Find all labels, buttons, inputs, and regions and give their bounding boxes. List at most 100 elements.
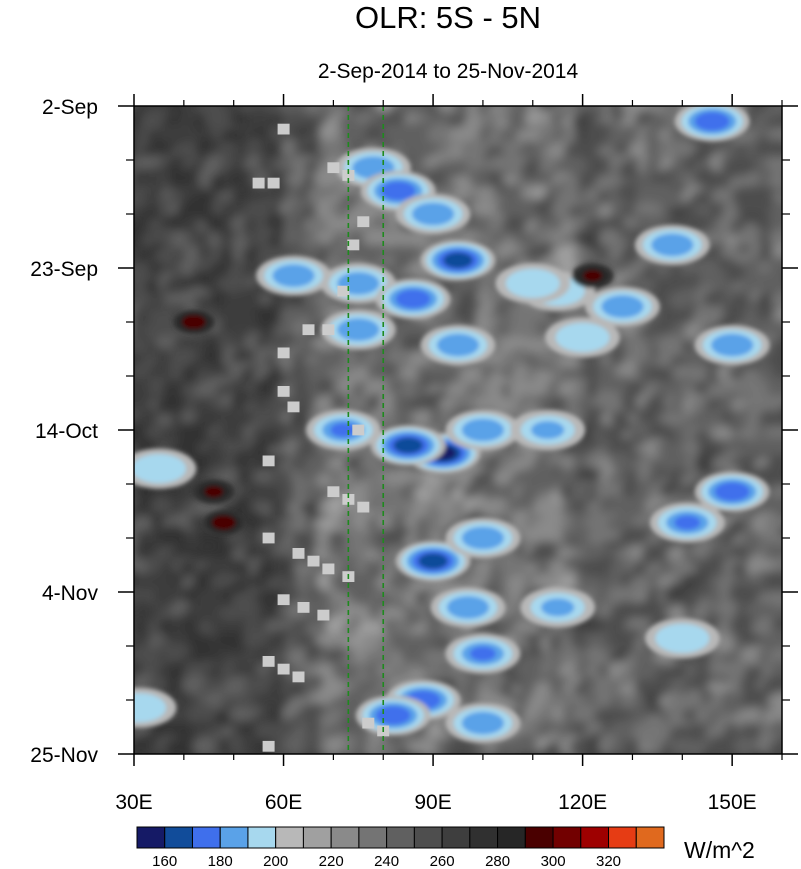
missing-data-cell bbox=[327, 162, 340, 174]
x-tick-label: 60E bbox=[265, 791, 302, 814]
contour-band bbox=[420, 207, 447, 221]
missing-data-cell bbox=[297, 602, 310, 613]
background-blob bbox=[153, 246, 184, 266]
contour-band bbox=[330, 423, 357, 437]
background-blob bbox=[766, 485, 782, 499]
low-olr-feature bbox=[495, 263, 571, 304]
background-blob bbox=[766, 116, 782, 130]
colorbar-swatch bbox=[164, 826, 193, 849]
colorbar-swatch bbox=[247, 826, 277, 849]
missing-data-cell bbox=[357, 501, 370, 513]
background-blob bbox=[765, 628, 782, 651]
missing-data-cell bbox=[347, 239, 360, 251]
background-blob bbox=[706, 680, 728, 696]
missing-data-layer bbox=[252, 123, 390, 752]
background-blob bbox=[315, 663, 338, 680]
background-blob bbox=[254, 543, 277, 558]
chart-title: OLR: 5S - 5N bbox=[355, 0, 541, 35]
contour-band bbox=[280, 268, 307, 283]
low-olr-feature bbox=[320, 309, 396, 350]
low-olr-feature bbox=[585, 286, 660, 327]
colorbar-swatch bbox=[441, 826, 471, 849]
background-blob bbox=[459, 365, 488, 386]
missing-data-cell bbox=[277, 594, 290, 606]
missing-data-cell bbox=[357, 216, 370, 228]
low-olr-feature bbox=[420, 240, 496, 281]
low-olr-feature bbox=[644, 618, 720, 659]
contour-band bbox=[674, 515, 701, 530]
low-olr-feature bbox=[445, 703, 521, 744]
background-blob bbox=[767, 106, 782, 117]
contour-band bbox=[345, 276, 372, 291]
contour-band bbox=[541, 598, 575, 617]
low-olr-feature bbox=[306, 409, 381, 451]
missing-data-cell bbox=[307, 555, 320, 567]
contour-band bbox=[665, 629, 699, 648]
low-olr-feature bbox=[395, 193, 471, 235]
background-blob bbox=[767, 692, 782, 711]
background-blob bbox=[305, 106, 330, 114]
missing-data-cell bbox=[287, 401, 300, 413]
background-blob bbox=[769, 291, 782, 307]
colorbar-swatch bbox=[275, 826, 304, 849]
contour-band bbox=[659, 237, 686, 252]
missing-data-cell bbox=[342, 170, 355, 181]
background-blob bbox=[764, 544, 782, 561]
background-blob bbox=[768, 739, 782, 754]
colorbar-label: 240 bbox=[374, 853, 399, 869]
contour-band bbox=[186, 317, 202, 327]
background-blob bbox=[768, 320, 782, 339]
missing-data-cell bbox=[362, 717, 375, 729]
contour-band bbox=[469, 531, 496, 545]
low-olr-feature bbox=[545, 317, 620, 358]
background-blob bbox=[192, 736, 218, 754]
contour-band bbox=[387, 185, 409, 197]
y-tick-label: 2-Sep bbox=[42, 96, 98, 119]
contour-band bbox=[516, 274, 550, 293]
contour-band bbox=[701, 115, 723, 128]
x-tick-label: 150E bbox=[708, 791, 757, 814]
olr-anomaly-features bbox=[134, 106, 770, 744]
background-blob bbox=[625, 333, 645, 357]
contour-band bbox=[455, 600, 481, 615]
colorbar-swatch bbox=[497, 826, 526, 849]
missing-data-cell bbox=[277, 123, 290, 135]
contour-band bbox=[345, 322, 372, 337]
background-blob bbox=[674, 422, 694, 445]
missing-data-cell bbox=[277, 347, 290, 359]
missing-data-cell bbox=[337, 285, 350, 297]
missing-data-cell bbox=[292, 671, 305, 683]
missing-data-cell bbox=[317, 609, 330, 621]
background-blob bbox=[367, 247, 387, 261]
background-blob bbox=[742, 391, 767, 415]
colorbar-swatch bbox=[191, 826, 221, 849]
colorbar-swatch bbox=[635, 826, 665, 849]
background-blob bbox=[234, 495, 255, 519]
background-blob bbox=[621, 739, 645, 754]
contour-band bbox=[469, 716, 496, 731]
low-olr-feature bbox=[445, 409, 521, 451]
low-olr-feature bbox=[355, 695, 431, 736]
background-blob bbox=[773, 495, 782, 518]
background-blob bbox=[241, 528, 265, 544]
low-olr-feature bbox=[420, 325, 496, 366]
background-blob bbox=[301, 216, 329, 236]
low-olr-feature bbox=[520, 587, 596, 628]
colorbar-label: 160 bbox=[152, 853, 177, 869]
colorbar-swatch bbox=[330, 826, 360, 849]
low-olr-feature bbox=[430, 587, 506, 628]
y-tick-label: 14-Oct bbox=[35, 420, 98, 443]
contour-band bbox=[448, 255, 468, 266]
colorbar-swatch bbox=[413, 826, 443, 849]
colorbar-swatch bbox=[608, 826, 637, 849]
background-blob bbox=[694, 450, 723, 475]
low-olr-feature bbox=[395, 541, 471, 582]
colorbar-swatch bbox=[136, 826, 166, 849]
background-blob bbox=[339, 121, 371, 145]
missing-data-cell bbox=[327, 486, 340, 498]
colorbar-swatch bbox=[358, 826, 388, 849]
background-blob bbox=[400, 644, 425, 668]
background-blob bbox=[767, 376, 782, 400]
y-tick-label: 4-Nov bbox=[42, 582, 99, 605]
colorbar-unit: W/m^2 bbox=[684, 837, 755, 863]
